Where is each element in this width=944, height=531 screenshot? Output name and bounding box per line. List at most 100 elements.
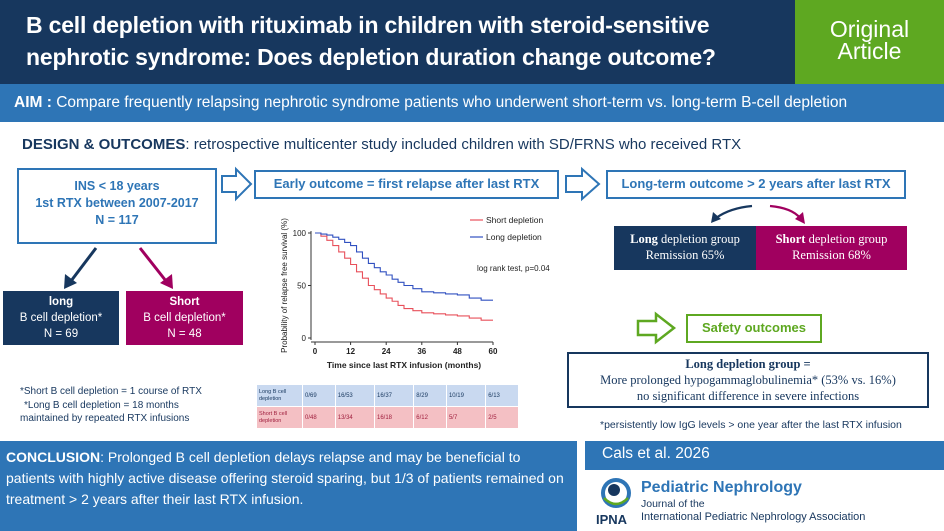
- ipna-logo-icon: [601, 478, 631, 508]
- page-title: B cell depletion with rituximab in child…: [26, 12, 716, 70]
- long-group-box: [3, 291, 119, 345]
- short-group-text: Short B cell depletion* N = 48: [126, 294, 243, 342]
- risk-cell: 2/5: [485, 406, 519, 429]
- table-row: Short B cell depletion 0/48 13/34 16/18 …: [256, 406, 519, 429]
- footnote-line-1: *Short B cell depletion = 1 course of RT…: [20, 386, 202, 397]
- risk-cell: 10/19: [445, 384, 487, 407]
- short-remission-rest: depletion group: [805, 232, 888, 246]
- short-remission-value: Remission 68%: [792, 248, 871, 262]
- long-remission-value: Remission 65%: [645, 248, 725, 262]
- series-line-short: [315, 232, 493, 321]
- ipna-logo-text: IPNA: [596, 512, 628, 527]
- safety-result-box: [567, 352, 929, 408]
- article-type-badge: [795, 0, 944, 84]
- long-remission-bold: Long: [630, 232, 658, 246]
- risk-cell: 6/12: [413, 406, 447, 429]
- x-tick-label: 48: [453, 347, 462, 356]
- citation: Cals et al. 2026: [602, 445, 710, 462]
- journal-subtitle-2: International Pediatric Nephrology Assoc…: [641, 511, 866, 523]
- arrow-to-long-icon: [69, 247, 98, 282]
- y-tick-label: 50: [297, 282, 306, 291]
- block-arrow-to-longterm-icon: [565, 166, 601, 202]
- conclusion-body: : Prolonged B cell depletion delays rela…: [6, 449, 564, 507]
- safety-result-text: Long depletion group = More prolonged hy…: [567, 356, 929, 404]
- arrow-to-short-icon: [138, 247, 168, 282]
- survival-chart: 0 50 100 0 12 24 36 48 60 Time since last RTX inf…: [280, 215, 550, 370]
- aim-bar: [0, 84, 944, 122]
- arrow-to-long-group-icon: [715, 204, 753, 219]
- risk-cell: 6/13: [485, 384, 519, 407]
- block-arrow-to-early-icon: [221, 166, 253, 202]
- conclusion-label: CONCLUSION: [6, 449, 101, 465]
- risk-row-label: Long B cell depletion: [256, 384, 303, 407]
- short-group-title: Short: [169, 296, 200, 308]
- aim-text: AIM : Compare frequently relapsing nephr…: [14, 94, 847, 112]
- short-remission-text: Short depletion group Remission 68%: [756, 231, 907, 263]
- long-remission-text: Long depletion group Remission 65%: [614, 231, 756, 263]
- short-group-n: N = 48: [167, 328, 202, 340]
- risk-cell: 16/53: [334, 384, 375, 407]
- x-tick-label: 60: [489, 347, 498, 356]
- long-group-title: long: [48, 296, 74, 308]
- risk-cell: 0/69: [302, 384, 336, 407]
- risk-cell: 13/34: [334, 406, 375, 429]
- journal-name: Pediatric Nephrology: [641, 479, 802, 496]
- article-type-label: Original Article: [795, 16, 944, 64]
- aim-label: AIM :: [14, 94, 52, 111]
- conclusion-bar: [0, 441, 577, 531]
- design-body: : retrospective multicenter study includ…: [185, 136, 742, 153]
- population-line-2: 1st RTX between 2007-2017: [35, 196, 199, 210]
- header-banner: [0, 0, 795, 84]
- x-tick-label: 24: [382, 347, 391, 356]
- x-tick-label: 36: [417, 347, 426, 356]
- x-tick-label: 0: [313, 347, 318, 356]
- long-remission-box: [614, 226, 756, 270]
- safety-result-line-3: no significant difference in severe infe…: [636, 389, 860, 403]
- safety-result-line-2: More prolonged hypogammaglobulinemia* (5…: [600, 373, 896, 387]
- badge-line-1: Original: [829, 16, 910, 42]
- legend-label: Long depletion: [486, 232, 542, 242]
- design-label: DESIGN & OUTCOMES: [22, 136, 186, 153]
- risk-cell: 5/7: [445, 406, 487, 429]
- longterm-outcome-label: Long-term outcome > 2 years after last R…: [621, 176, 891, 191]
- long-group-text: long B cell depletion* N = 69: [3, 294, 119, 342]
- long-group-desc: B cell depletion*: [19, 312, 103, 324]
- short-remission-bold: Short: [775, 232, 806, 246]
- series-line-long: [315, 232, 493, 301]
- early-outcome-label: Early outcome = first relapse after last…: [273, 176, 540, 191]
- risk-cell: 16/37: [373, 384, 415, 407]
- aim-body: Compare frequently relapsing nephrotic s…: [56, 94, 848, 111]
- safety-result-title: Long depletion group =: [685, 357, 811, 371]
- x-tick-label: 12: [346, 347, 355, 356]
- short-group-desc: B cell depletion*: [143, 312, 226, 324]
- journal-subtitle-1: Journal of the: [641, 498, 705, 510]
- early-outcome-box: [254, 170, 559, 199]
- y-tick-label: 0: [302, 334, 307, 343]
- chart-annotation: log rank test, p=0.04: [477, 264, 550, 273]
- population-text: INS < 18 years 1st RTX between 2007-2017…: [17, 178, 217, 229]
- conclusion-text: CONCLUSION: Prolonged B cell depletion d…: [6, 447, 572, 510]
- short-remission-box: [756, 226, 907, 270]
- short-group-box: [126, 291, 243, 345]
- long-remission-rest: depletion group: [657, 232, 740, 246]
- y-tick-label: 100: [293, 229, 307, 238]
- long-group-n: N = 69: [43, 328, 79, 340]
- risk-cell: 16/18: [373, 406, 415, 429]
- badge-line-2: Article: [837, 38, 902, 64]
- risk-cell: 0/48: [302, 406, 336, 429]
- safety-box: [686, 314, 822, 343]
- risk-table: Long B cell depletion 0/69 16/53 16/37 8…: [256, 384, 519, 429]
- footnote-line-3: maintained by repeated RTX infusions: [20, 413, 190, 424]
- x-axis-label: Time since last RTX infusion (months): [327, 360, 481, 370]
- population-line-3: N = 117: [95, 213, 139, 227]
- safety-label: Safety outcomes: [701, 320, 807, 335]
- arrow-to-short-group-icon: [769, 204, 801, 219]
- igg-footnote: *persistently low IgG levels > one year …: [600, 419, 902, 431]
- risk-cell: 8/29: [413, 384, 447, 407]
- y-axis-label: Probability of relapse free survival (%): [280, 218, 289, 353]
- design-outcomes: DESIGN & OUTCOMES: retrospective multice…: [22, 136, 741, 153]
- longterm-outcome-box: [606, 170, 906, 199]
- citation-bar: [585, 441, 944, 470]
- risk-row-label: Short B cell depletion: [256, 406, 303, 429]
